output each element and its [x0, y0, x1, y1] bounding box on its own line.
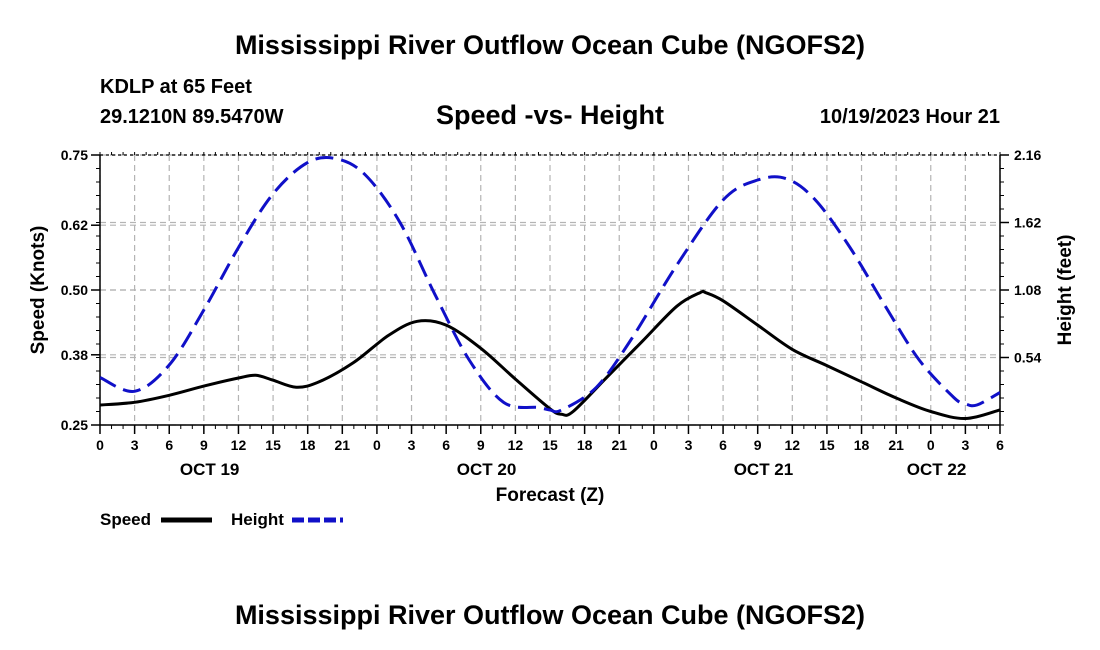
x-tick-label: 12: [785, 437, 801, 453]
x-tick-label: 3: [685, 437, 693, 453]
x-tick-label: 18: [854, 437, 870, 453]
x-tick-label: 6: [996, 437, 1004, 453]
x-tick-label: 9: [477, 437, 485, 453]
x-tick-label: 0: [927, 437, 935, 453]
x-tick-label: 3: [408, 437, 416, 453]
x-tick-label: 21: [611, 437, 627, 453]
y2-tick-label: 0.54: [1014, 350, 1041, 366]
y2-tick-label: 1.62: [1014, 215, 1041, 231]
x-tick-label: 21: [335, 437, 351, 453]
speed-series-line: [100, 289, 1000, 421]
day-label: OCT 22: [907, 460, 967, 479]
y-tick-label: 0.25: [61, 417, 88, 433]
day-label: OCT 19: [180, 460, 240, 479]
y-tick-label: 0.50: [61, 282, 88, 298]
legend-height-label: Height: [231, 510, 284, 529]
station-name: KDLP at 65 Feet: [100, 76, 252, 98]
y2-tick-label: 2.16: [1014, 147, 1041, 163]
x-tick-label: 9: [200, 437, 208, 453]
day-label: OCT 20: [457, 460, 517, 479]
legend-speed-label: Speed: [100, 510, 151, 529]
y-tick-label: 0.62: [61, 217, 88, 233]
y-tick-label: 0.75: [61, 147, 88, 163]
page-title: Mississippi River Outflow Ocean Cube (NG…: [234, 30, 866, 60]
footer-title: Mississippi River Outflow Ocean Cube (NG…: [234, 600, 866, 630]
y-axis-title: Speed (Knots): [28, 226, 49, 355]
station-coordinates: 29.1210N 89.5470W: [100, 106, 284, 128]
chart-title: Speed -vs- Height: [435, 100, 665, 130]
x-tick-label: 9: [754, 437, 762, 453]
valid-time: 10/19/2023 Hour 21: [819, 106, 1000, 128]
x-tick-label: 6: [165, 437, 173, 453]
x-axis-title: Forecast (Z): [496, 485, 605, 506]
x-tick-label: 18: [300, 437, 316, 453]
y2-tick-label: 1.08: [1014, 282, 1041, 298]
x-tick-label: 12: [231, 437, 247, 453]
x-tick-label: 6: [719, 437, 727, 453]
x-tick-label: 0: [373, 437, 381, 453]
x-tick-label: 15: [265, 437, 281, 453]
height-series-line: [100, 156, 1000, 414]
y2-axis-title: Height (feet): [1055, 235, 1076, 346]
x-tick-label: 3: [961, 437, 969, 453]
x-tick-label: 3: [131, 437, 139, 453]
x-tick-label: 0: [96, 437, 104, 453]
x-tick-label: 12: [508, 437, 524, 453]
y-tick-label: 0.38: [61, 347, 88, 363]
x-tick-label: 6: [442, 437, 450, 453]
day-label: OCT 21: [734, 460, 794, 479]
x-tick-label: 15: [819, 437, 835, 453]
x-tick-label: 15: [542, 437, 558, 453]
x-tick-label: 21: [888, 437, 904, 453]
x-tick-label: 18: [577, 437, 593, 453]
x-tick-label: 0: [650, 437, 658, 453]
